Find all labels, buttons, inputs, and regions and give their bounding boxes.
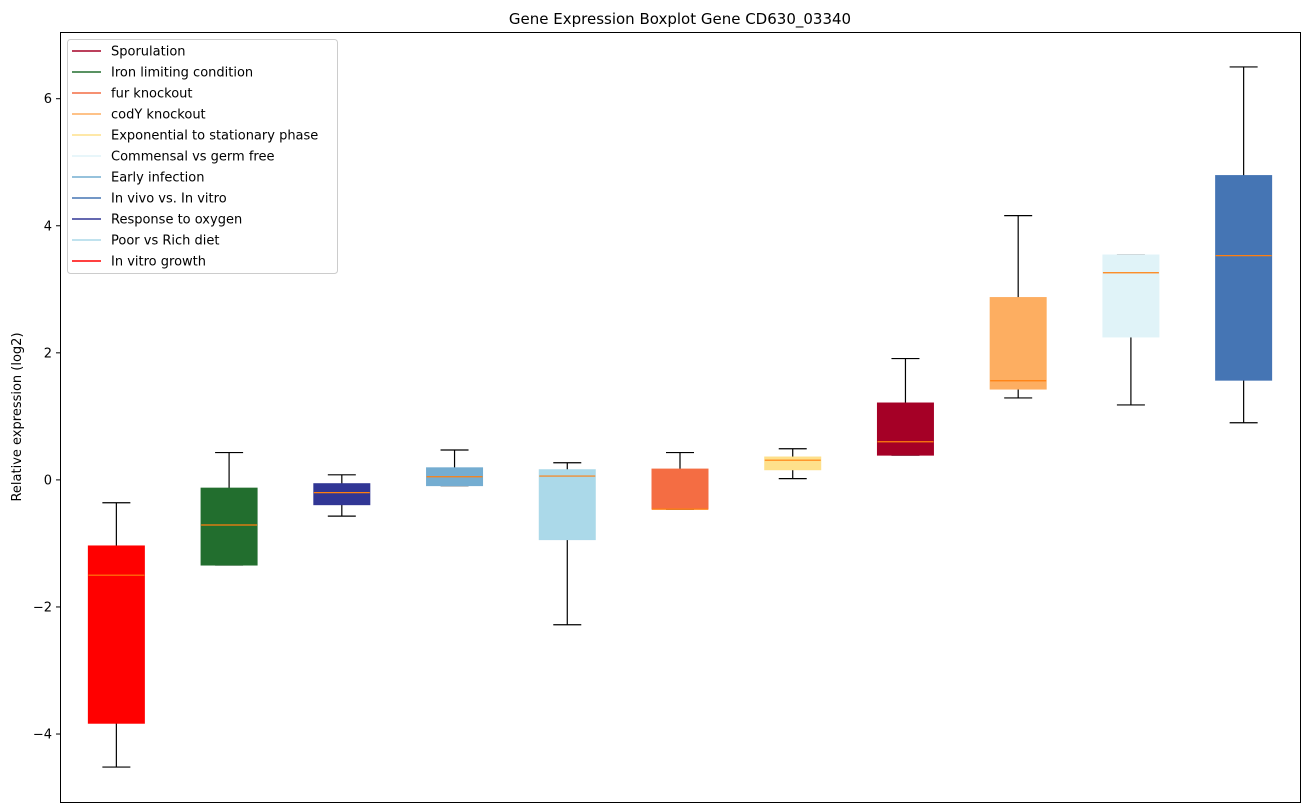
box-iqr	[876, 402, 934, 456]
chart-title: Gene Expression Boxplot Gene CD630_03340	[509, 10, 851, 29]
box-in-vitro-growth	[87, 502, 145, 768]
legend-label: Early infection	[111, 171, 204, 186]
box-poor-vs-rich-diet	[538, 462, 596, 626]
y-tick-label: 2	[44, 346, 52, 361]
legend-label: In vitro growth	[111, 255, 206, 270]
legend-label: Poor vs Rich diet	[111, 234, 219, 249]
legend-label: fur knockout	[111, 87, 193, 102]
legend-frame	[67, 39, 338, 274]
box-exponential-to-stationary-phase	[764, 448, 822, 480]
y-tick-label: 6	[44, 92, 52, 107]
box-iqr	[989, 297, 1047, 390]
box-iqr	[1102, 254, 1160, 338]
box-iron-limiting-condition	[200, 451, 258, 566]
y-tick-label: 4	[44, 219, 52, 234]
y-axis-label: Relative expression (log2)	[10, 332, 25, 501]
legend-label: Commensal vs germ free	[111, 150, 274, 165]
box-iqr	[764, 456, 822, 471]
box-response-to-oxygen	[313, 474, 371, 517]
box-early-infection	[426, 449, 484, 487]
box-in-vivo-vs-in-vitro	[1215, 66, 1273, 424]
legend-label: Iron limiting condition	[111, 66, 253, 81]
legend: Sporulation Iron limiting condition fur kn…	[67, 39, 338, 274]
legend-label: In vivo vs. In vitro	[111, 192, 227, 207]
box-iqr	[313, 483, 371, 506]
boxes-group	[87, 66, 1273, 768]
box-commensal-vs-germ-free	[1102, 254, 1160, 406]
box-iqr	[651, 468, 709, 510]
box-iqr	[200, 487, 258, 566]
legend-label: Sporulation	[111, 45, 186, 60]
box-iqr	[538, 469, 596, 541]
legend-label: Response to oxygen	[111, 213, 242, 228]
box-iqr	[1215, 175, 1273, 381]
y-axis: −4 −2 0 2 4 6	[33, 92, 60, 743]
box-sporulation	[876, 357, 934, 456]
y-tick-label: 0	[44, 473, 52, 488]
legend-label: Exponential to stationary phase	[111, 129, 318, 144]
box-iqr	[87, 545, 145, 724]
box-fur-knockout	[651, 451, 709, 510]
legend-label: codY knockout	[111, 108, 206, 123]
plot-frame	[60, 32, 1301, 803]
y-tick-label: −2	[33, 600, 52, 615]
y-tick-label: −4	[33, 728, 52, 743]
box-cody-knockout	[989, 215, 1047, 399]
